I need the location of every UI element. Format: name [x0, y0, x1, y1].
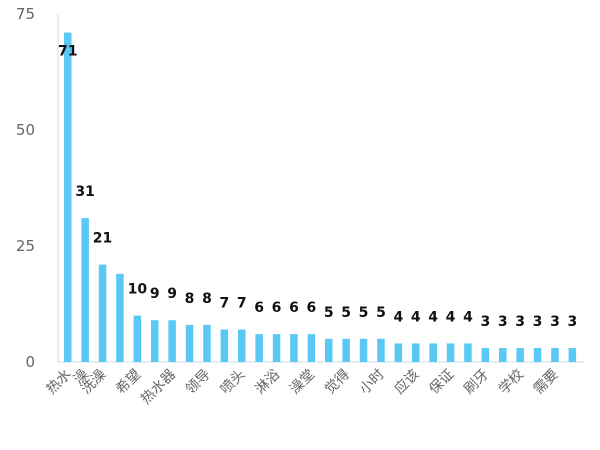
bar [220, 329, 229, 362]
category-label: 淋浴 [252, 367, 283, 398]
data-label: 8 [202, 291, 212, 307]
bar [116, 273, 124, 362]
data-label: 31 [75, 184, 94, 200]
bar [446, 343, 455, 362]
y-axis: 0 25 50 75 [16, 5, 59, 371]
category-label: 希望 [113, 367, 144, 398]
category-label: 澡堂 [287, 367, 318, 398]
data-label: 9 [167, 286, 177, 302]
bar [568, 348, 577, 362]
category-label: 觉得 [321, 366, 353, 398]
data-label: 7 [219, 296, 229, 312]
data-label: 5 [376, 305, 386, 321]
data-label: 3 [498, 314, 508, 330]
category-label: 热水 [43, 367, 74, 398]
bar [412, 343, 420, 362]
category-label: 喷头 [217, 367, 248, 398]
category-label: 热水器 [138, 367, 179, 408]
bar [377, 338, 385, 362]
data-label: 4 [446, 309, 456, 325]
bar [394, 343, 403, 362]
data-label: 8 [185, 291, 195, 307]
bar [203, 324, 211, 362]
data-label: 3 [515, 314, 525, 330]
category-label: 刷牙 [461, 367, 492, 398]
category-label: 领导 [183, 367, 214, 398]
bar [238, 329, 246, 362]
category-label: 保证 [426, 367, 457, 398]
data-label: 5 [359, 305, 369, 321]
data-label: 4 [428, 309, 438, 325]
data-label: 7 [237, 296, 247, 312]
data-label: 4 [393, 309, 403, 325]
data-label: 21 [93, 231, 112, 247]
bar [255, 334, 263, 362]
bar [359, 338, 368, 362]
category-label: 需要 [531, 367, 562, 398]
bar [168, 320, 176, 362]
bar [98, 264, 107, 362]
y-tick-label: 0 [25, 353, 35, 371]
bar [290, 334, 298, 362]
data-label: 6 [272, 300, 282, 316]
bar [151, 320, 159, 362]
bar [342, 338, 350, 362]
bar [325, 338, 333, 362]
y-tick-label: 75 [16, 5, 35, 23]
category-label: 学校 [495, 366, 527, 398]
data-label: 3 [567, 314, 577, 330]
data-label: 10 [128, 282, 148, 298]
bar [81, 218, 89, 362]
data-label: 3 [480, 314, 490, 330]
bar [272, 334, 281, 362]
data-label: 4 [411, 309, 421, 325]
bar [185, 324, 194, 362]
bar [64, 32, 72, 363]
bar [429, 343, 437, 362]
bars [64, 32, 577, 363]
data-label: 6 [289, 300, 299, 316]
bar [551, 348, 559, 362]
bar [481, 348, 490, 362]
data-label: 9 [150, 286, 160, 302]
data-label: 71 [58, 44, 77, 60]
data-label: 5 [341, 305, 351, 321]
data-label: 3 [533, 314, 543, 330]
y-tick-label: 25 [16, 237, 35, 255]
bar [499, 348, 507, 362]
category-label: 小时 [357, 367, 388, 398]
bar [533, 348, 542, 362]
data-label: 6 [254, 300, 264, 316]
y-tick-label: 50 [16, 121, 35, 139]
category-label: 应该 [391, 366, 423, 398]
data-label: 5 [324, 305, 334, 321]
data-label: 3 [550, 314, 560, 330]
bar [516, 348, 524, 362]
bar [464, 343, 472, 362]
data-label: 6 [306, 300, 316, 316]
bar [307, 334, 316, 362]
data-label: 4 [463, 309, 473, 325]
bar [133, 315, 142, 362]
